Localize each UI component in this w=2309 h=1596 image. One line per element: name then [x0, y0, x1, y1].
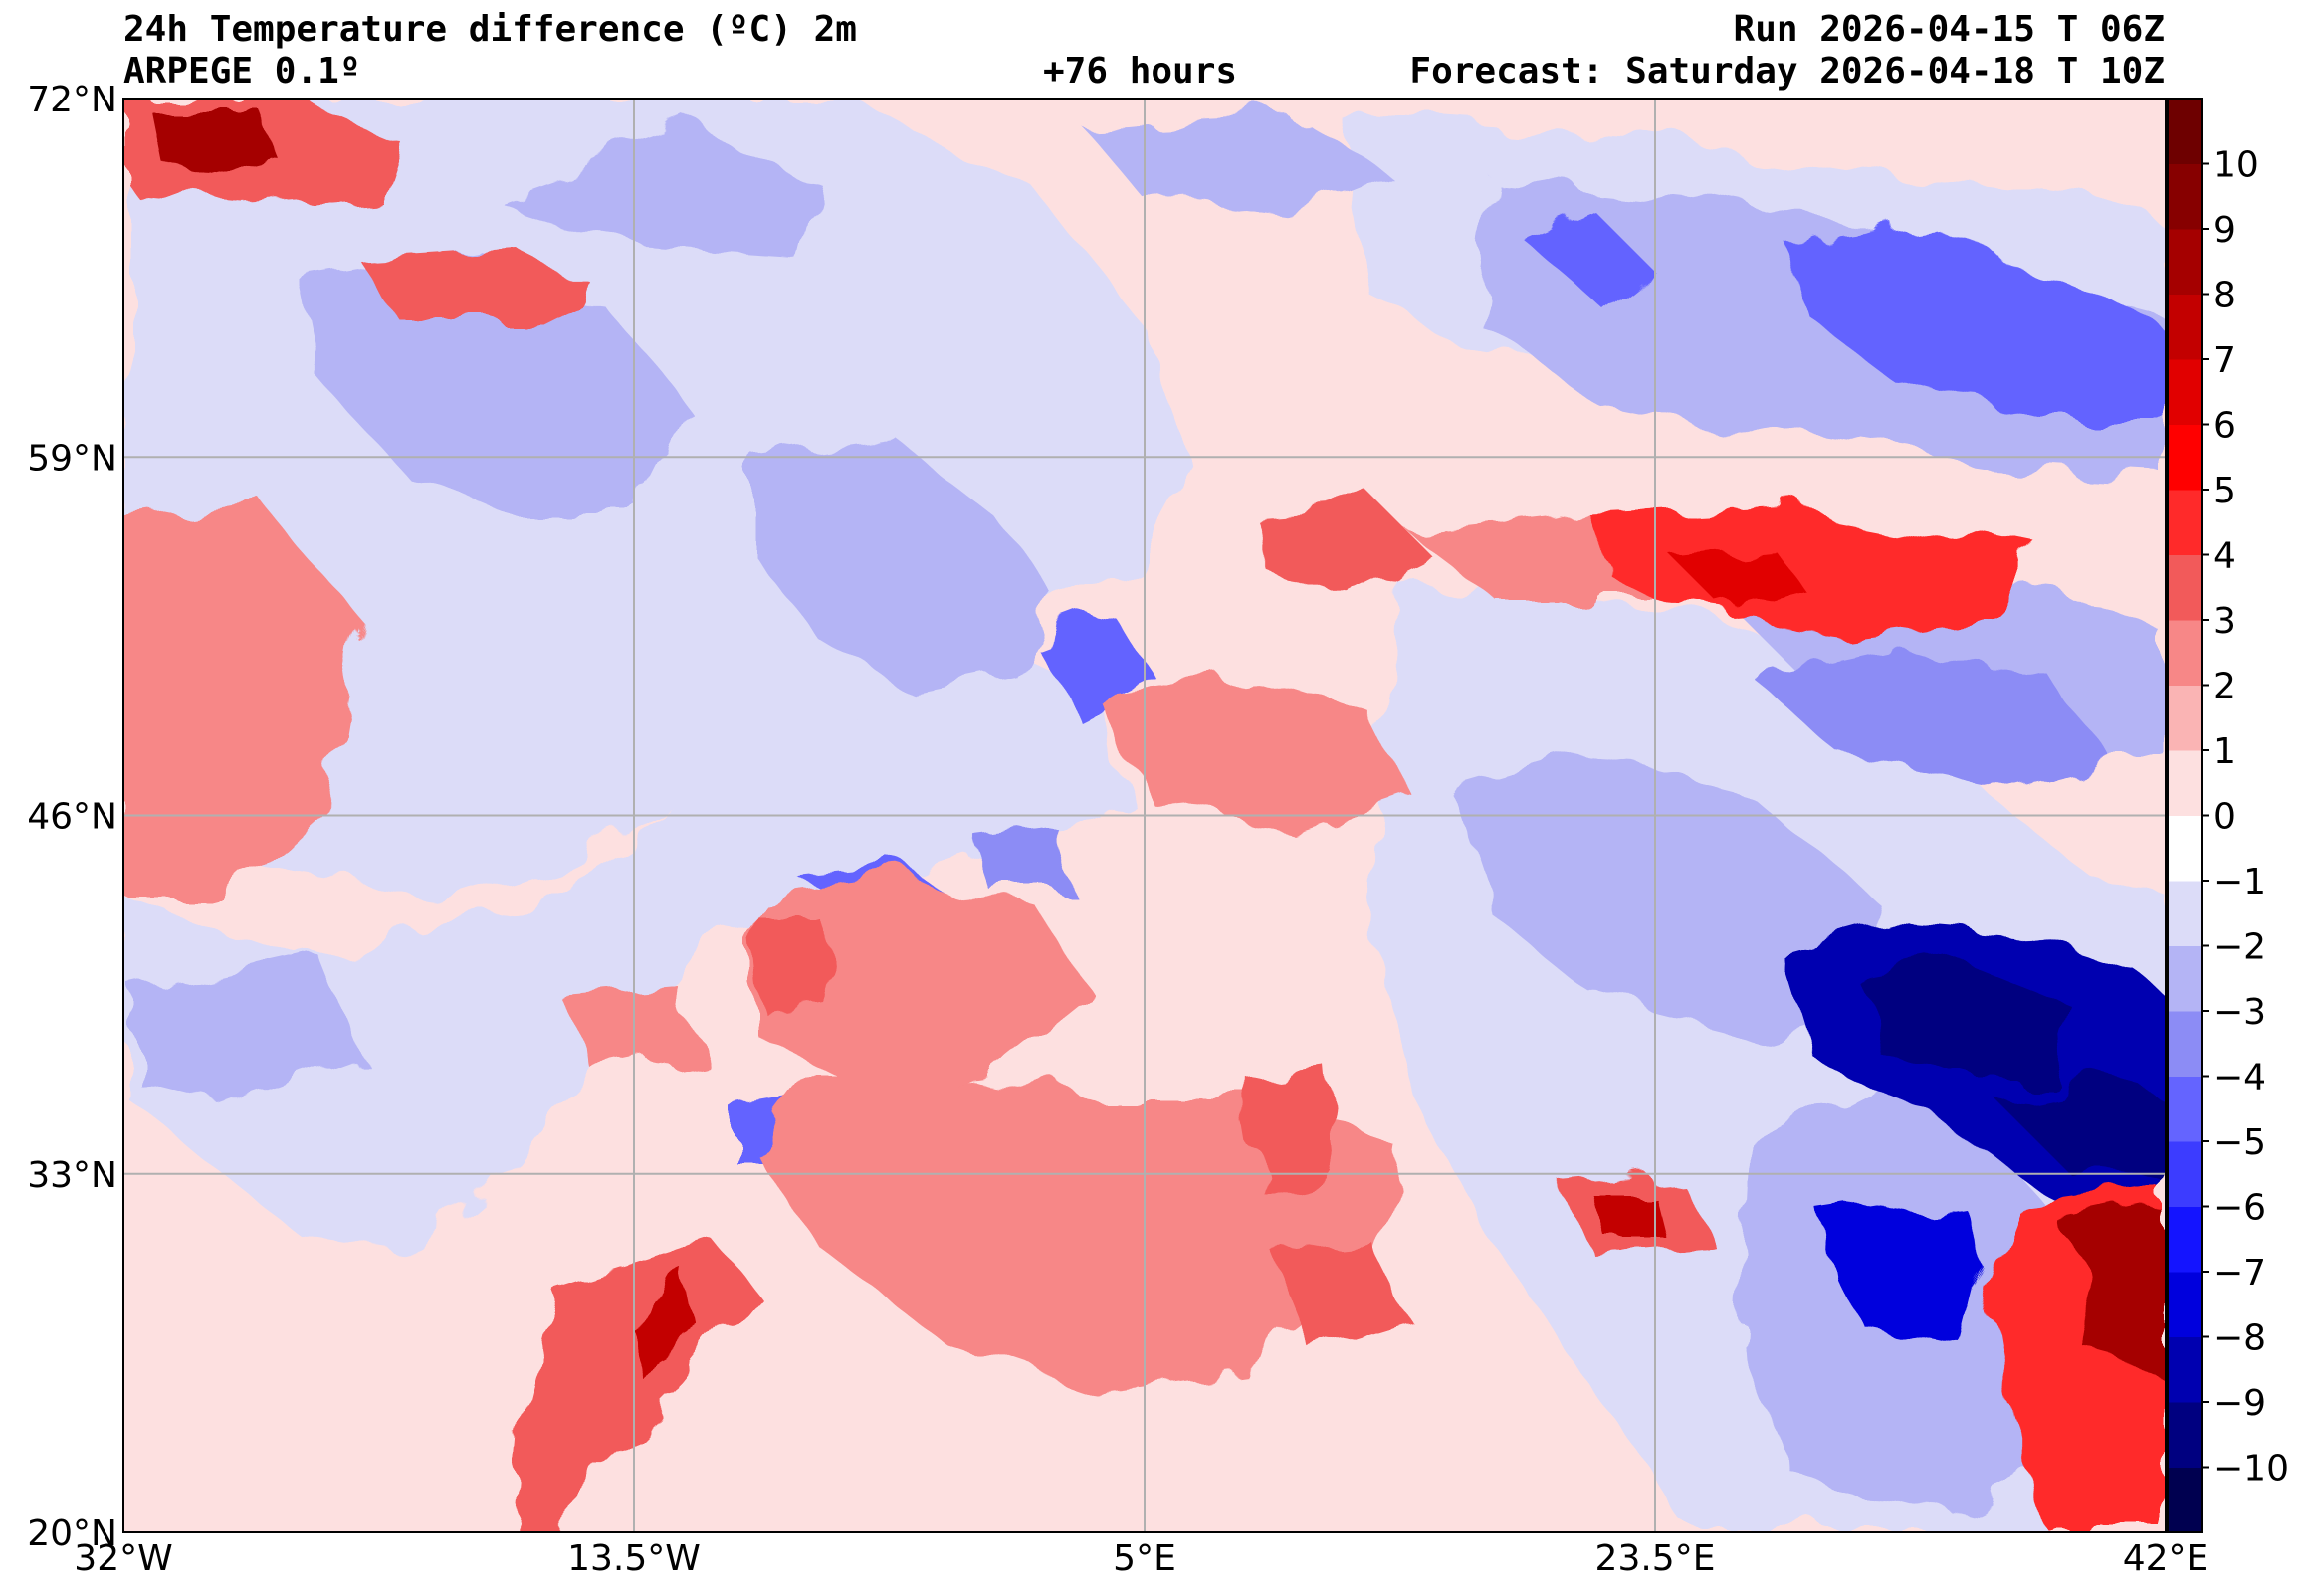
lon-tick-label: 32°W [74, 1538, 172, 1579]
forecast-time: Forecast: Saturday 2026-04-18 T 10Z [1409, 51, 2165, 92]
lon-tick-label: 42°E [2123, 1538, 2209, 1579]
field-pos8-arabia [2070, 1214, 2166, 1373]
field-pos3-tunisia [1244, 1065, 1334, 1194]
colorbar-level-label: −5 [2213, 1122, 2266, 1163]
field-pos3-denmark [1244, 498, 1433, 597]
lon-tick-label: 23.5°E [1595, 1538, 1716, 1579]
colorbar-band [2168, 294, 2202, 360]
colorbar-level-label: −2 [2213, 927, 2266, 968]
colorbar-level-label: 4 [2213, 536, 2236, 577]
colorbar-level-label: 5 [2213, 471, 2236, 511]
field-neg4-sweden [1523, 209, 1642, 299]
field-neg2-norwegian-sea [1075, 109, 1393, 219]
field-pos7-cyrenaica [1592, 1194, 1662, 1234]
colorbar-level-label: −1 [2213, 862, 2266, 902]
colorbar-band [2168, 1467, 2202, 1533]
field-neg4-russia [1791, 229, 2166, 418]
colorbar-level-label: 2 [2213, 667, 2236, 707]
lon-tick-label: 13.5°W [567, 1538, 701, 1579]
field-neg9-anatolia [1861, 965, 2070, 1075]
lat-tick-label: 72°N [27, 80, 117, 120]
field-neg2-balkans [1453, 756, 1891, 1035]
colorbar-level-label: −9 [2213, 1383, 2266, 1424]
colorbar-level-label: −7 [2213, 1253, 2266, 1294]
colorbar-band [2168, 1141, 2202, 1207]
field-pos4-belarus [1592, 507, 2050, 637]
colorbar-band [2168, 945, 2202, 1012]
field-neg7-sinai [1821, 1194, 1991, 1353]
chart-title: 24h Temperature difference (ºC) 2m [123, 9, 857, 50]
lat-tick-label: 20°N [27, 1513, 117, 1554]
field-pos2-atlantic [123, 498, 358, 896]
colorbar-band [2168, 750, 2202, 816]
colorbar-level-label: 10 [2213, 145, 2259, 186]
field-neg3-ukraine [1752, 647, 2110, 786]
colorbar-level-label: −10 [2213, 1449, 2289, 1490]
colorbar-band [2168, 1336, 2202, 1403]
field-pos7-morocco [617, 1284, 707, 1373]
lat-tick-label: 46°N [27, 797, 117, 838]
lat-tick-label: 59°N [27, 438, 117, 479]
colorbar-level-label: −8 [2213, 1318, 2266, 1359]
lon-tick-label: 5°E [1113, 1538, 1176, 1579]
colorbar-band [2168, 490, 2202, 555]
colorbar-level-label: −3 [2213, 992, 2266, 1033]
colorbar-level-label: 7 [2213, 340, 2236, 381]
colorbar-level-label: 8 [2213, 276, 2236, 316]
field-pos3-portugal [756, 915, 826, 1015]
colorbar-band [2168, 815, 2202, 882]
lead-time: +76 hours [1043, 51, 1238, 92]
field-neg9-syria [1991, 1075, 2166, 1184]
field-pos6-belarus-core [1672, 547, 1811, 617]
field-neg4-channel [1035, 617, 1154, 716]
field-pos2-france [1095, 677, 1413, 836]
colorbar-band [2168, 1011, 2202, 1077]
map-frame [122, 98, 2167, 1533]
colorbar-band [2168, 229, 2202, 295]
colorbar-level-label: 0 [2213, 797, 2236, 838]
colorbar-band [2168, 424, 2202, 491]
field-neg2-north-atlantic [498, 129, 816, 259]
field-pos3-libya [1274, 1244, 1413, 1353]
colorbar-band [2168, 685, 2202, 751]
colorbar-level-label: 3 [2213, 601, 2236, 642]
field-pos3-iceland [358, 249, 597, 318]
axis-tick-labels: 32°W 13.5°W 5°E 23.5°E 42°E 72°N 59°N 46°N 33°N 2… [27, 80, 2208, 1579]
field-pos2-north-africa [756, 1075, 1393, 1393]
colorbar-band [2168, 163, 2202, 230]
model-name: ARPEGE 0.1º [123, 51, 361, 92]
colorbar-band [2168, 359, 2202, 425]
colorbar-level-label: −6 [2213, 1188, 2266, 1229]
lat-tick-label: 33°N [27, 1155, 117, 1196]
colorbar-level-label: 6 [2213, 406, 2236, 447]
colorbar-level-label: 1 [2213, 731, 2236, 772]
colorbar-band [2168, 554, 2202, 621]
colorbar-band [2168, 1272, 2202, 1337]
colorbar-band [2168, 620, 2202, 686]
colorbar-band [2168, 99, 2202, 164]
colorbar-band [2168, 1076, 2202, 1142]
field-neg3-gulf-lion [975, 826, 1075, 896]
colorbar-band [2168, 1402, 2202, 1468]
field-pos8-greenland [149, 109, 279, 179]
colorbar-band [2168, 881, 2202, 946]
colorbar-level-label: 9 [2213, 210, 2236, 251]
colorbar-level-label: −4 [2213, 1058, 2266, 1098]
field-pos2-iberia [756, 876, 1095, 1085]
run-time: Run 2026-04-15 T 06Z [1733, 9, 2165, 50]
colorbar-band [2168, 1206, 2202, 1273]
field-neg2-britain [756, 438, 1055, 697]
field-pos2-atlantic-east [557, 985, 697, 1075]
field-neg1-midatl [123, 637, 1125, 1254]
field-neg2-subtropical [139, 955, 358, 1104]
